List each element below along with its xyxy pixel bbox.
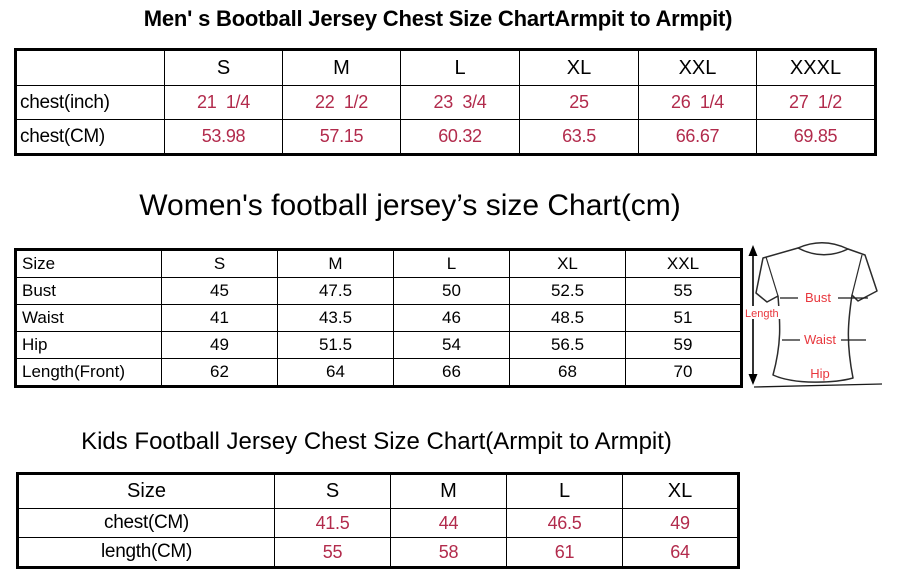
column-header: S	[274, 473, 391, 509]
value-cell: 46.5	[506, 508, 623, 538]
value-cell: 27 1/2	[756, 85, 876, 120]
kids-size-table: Size S M L XL chest(CM) 41.5 44 46.5 49 …	[16, 472, 740, 569]
column-header: XXL	[625, 249, 742, 278]
womens-size-table: Size S M L XL XXL Bust 45 47.5 50 52.5 5…	[14, 248, 743, 388]
column-header: L	[506, 473, 623, 509]
waist-label: Waist	[804, 332, 836, 347]
row-label: Waist	[15, 304, 162, 332]
hip-label: Hip	[810, 366, 830, 381]
value-cell: 48.5	[509, 304, 626, 332]
table-row: chest(inch) 21 1/4 22 1/2 23 3/4 25 26 1…	[15, 85, 876, 120]
value-cell: 63.5	[519, 119, 639, 155]
value-cell: 41.5	[274, 508, 391, 538]
value-cell: 51	[625, 304, 742, 332]
table-header-row: Size S M L XL XXL	[15, 249, 742, 278]
value-cell: 61	[506, 537, 623, 568]
tshirt-outline	[755, 242, 878, 383]
value-cell: 46	[393, 304, 510, 332]
row-label: Bust	[15, 277, 162, 305]
mens-chart-title: Men' s Bootball Jersey Chest Size ChartA…	[143, 6, 733, 31]
length-label-backing	[743, 306, 781, 319]
table-row: Length(Front) 62 64 66 68 70	[15, 358, 742, 387]
value-cell: 54	[393, 331, 510, 359]
value-cell: 52.5	[509, 277, 626, 305]
column-header: XL	[622, 473, 739, 509]
row-label: Length(Front)	[15, 358, 162, 387]
table-header-row: Size S M L XL	[17, 473, 739, 509]
column-header: XXXL	[756, 49, 876, 86]
measurement-lines	[753, 297, 883, 388]
value-cell: 44	[390, 508, 507, 538]
table-row: chest(CM) 41.5 44 46.5 49	[17, 508, 739, 538]
table-row: length(CM) 55 58 61 64	[17, 537, 739, 568]
row-label: Size	[17, 473, 275, 509]
value-cell: 49	[622, 508, 739, 538]
value-cell: 56.5	[509, 331, 626, 359]
value-cell: 51.5	[277, 331, 394, 359]
kids-chart-title: Kids Football Jersey Chest Size Chart(Ar…	[81, 428, 672, 455]
row-label: chest(inch)	[15, 85, 165, 120]
column-header: XL	[519, 49, 639, 86]
value-cell: 55	[625, 277, 742, 305]
length-label: Length	[745, 308, 779, 320]
column-header: M	[282, 49, 401, 86]
corner-cell	[15, 49, 165, 86]
value-cell: 57.15	[282, 119, 401, 155]
table-row: Bust 45 47.5 50 52.5 55	[15, 277, 742, 305]
value-cell: 64	[277, 358, 394, 387]
value-cell: 69.85	[756, 119, 876, 155]
table-row: Waist 41 43.5 46 48.5 51	[15, 304, 742, 332]
value-cell: 23 3/4	[400, 85, 520, 120]
value-cell: 55	[274, 537, 391, 568]
value-cell: 47.5	[277, 277, 394, 305]
value-cell: 60.32	[400, 119, 520, 155]
value-cell: 53.98	[164, 119, 283, 155]
column-header: S	[164, 49, 283, 86]
mens-size-table: S M L XL XXL XXXL chest(inch) 21 1/4 22 …	[14, 48, 877, 156]
value-cell: 68	[509, 358, 626, 387]
row-label: length(CM)	[17, 537, 275, 568]
value-cell: 58	[390, 537, 507, 568]
value-cell: 64	[622, 537, 739, 568]
column-header: S	[161, 249, 278, 278]
tshirt-measurement-diagram: Length Bust Waist Hip	[743, 242, 883, 388]
table-row: Hip 49 51.5 54 56.5 59	[15, 331, 742, 359]
value-cell: 70	[625, 358, 742, 387]
table-header-row: S M L XL XXL XXXL	[15, 49, 876, 86]
column-header: L	[393, 249, 510, 278]
column-header: XL	[509, 249, 626, 278]
value-cell: 49	[161, 331, 278, 359]
value-cell: 41	[161, 304, 278, 332]
value-cell: 21 1/4	[164, 85, 283, 120]
bust-label: Bust	[805, 290, 831, 305]
value-cell: 59	[625, 331, 742, 359]
value-cell: 25	[519, 85, 639, 120]
value-cell: 62	[161, 358, 278, 387]
row-label: Size	[15, 249, 162, 278]
column-header: M	[277, 249, 394, 278]
value-cell: 43.5	[277, 304, 394, 332]
value-cell: 22 1/2	[282, 85, 401, 120]
row-label: chest(CM)	[17, 508, 275, 538]
table-row: chest(CM) 53.98 57.15 60.32 63.5 66.67 6…	[15, 119, 876, 155]
value-cell: 26 1/4	[638, 85, 757, 120]
womens-chart-title: Women's football jersey’s size Chart(cm)	[139, 189, 681, 222]
column-header: XXL	[638, 49, 757, 86]
column-header: L	[400, 49, 520, 86]
row-label: chest(CM)	[15, 119, 165, 155]
value-cell: 66	[393, 358, 510, 387]
value-cell: 50	[393, 277, 510, 305]
value-cell: 66.67	[638, 119, 757, 155]
row-label: Hip	[15, 331, 162, 359]
column-header: M	[390, 473, 507, 509]
value-cell: 45	[161, 277, 278, 305]
